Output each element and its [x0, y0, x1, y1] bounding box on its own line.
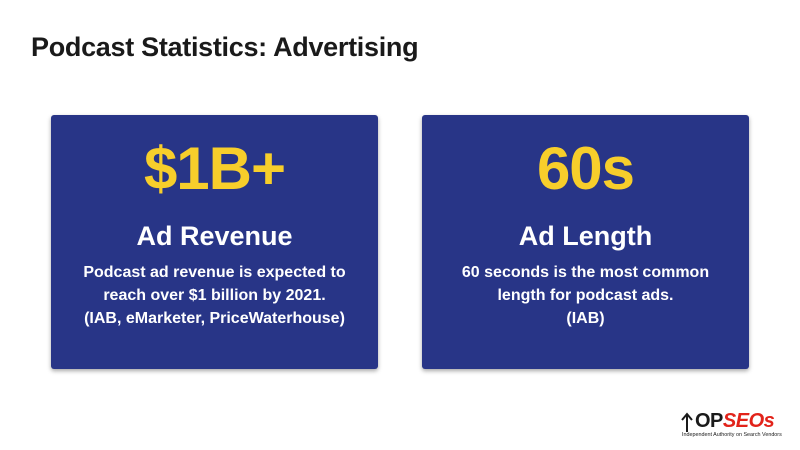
stat-source-line: (IAB)	[566, 310, 605, 327]
stat-description-line: reach over $1 billion by 2021.	[103, 287, 326, 304]
stat-heading: Ad Length	[518, 221, 653, 251]
stat-heading: Ad Revenue	[136, 221, 293, 251]
stat-source-line: (IAB, eMarketer, PriceWaterhouse)	[84, 310, 345, 327]
logo-tagline: Independent Authority on Search Vendors	[682, 432, 782, 438]
stat-description-line: length for podcast ads.	[497, 287, 674, 304]
logo-text-accent: SEOs	[722, 410, 775, 432]
stat-description-line: 60 seconds is the most common	[461, 264, 710, 281]
stat-card-ad-revenue: $1B+ Ad Revenue Podcast ad revenue is ex…	[51, 115, 378, 369]
stat-card-ad-length: 60s Ad Length 60 seconds is the most com…	[422, 115, 749, 369]
stat-value: $1B+	[143, 135, 286, 202]
stat-value: 60s	[536, 135, 635, 202]
up-arrow-icon	[681, 412, 693, 432]
page-title: Podcast Statistics: Advertising	[31, 32, 419, 62]
stat-description-line: Podcast ad revenue is expected to	[83, 264, 346, 281]
logo-wordmark: OP SEOs	[680, 408, 775, 432]
topseos-logo: OP SEOs Independent Authority on Search …	[680, 408, 792, 444]
logo-text-dark: OP	[695, 410, 723, 432]
stat-description: 60 seconds is the most common length for…	[430, 261, 741, 330]
stat-description: Podcast ad revenue is expected to reach …	[59, 261, 370, 330]
